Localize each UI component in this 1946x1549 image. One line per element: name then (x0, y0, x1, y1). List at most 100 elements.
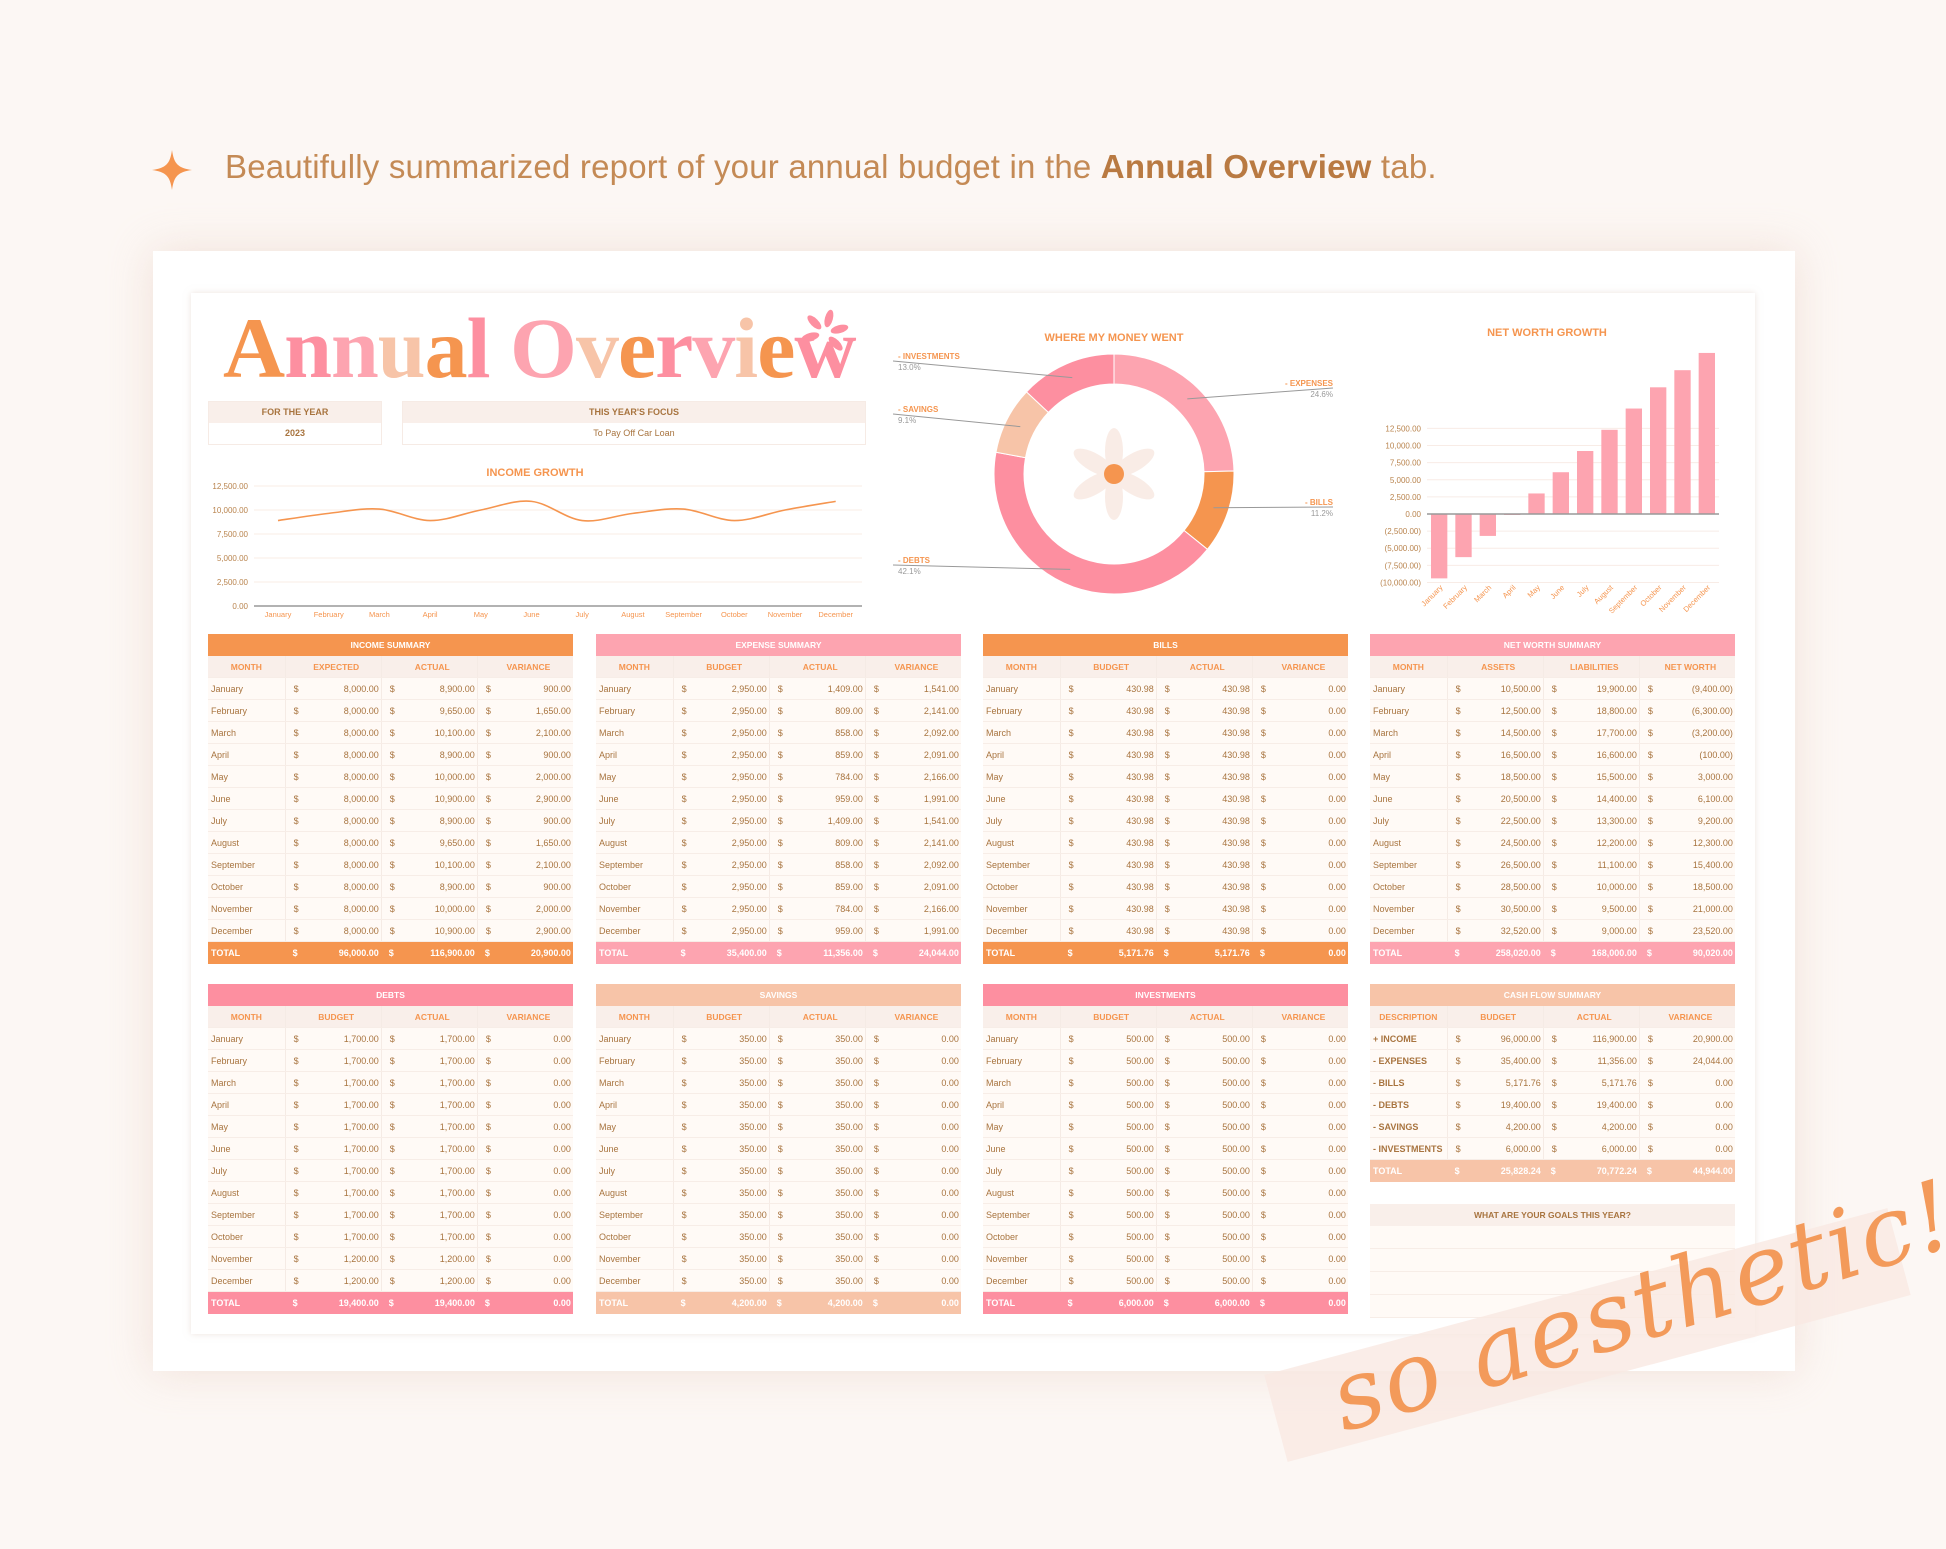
value-cell[interactable]: $15,400.00 (1638, 854, 1735, 875)
value-cell[interactable]: $430.98 (1155, 744, 1252, 765)
value-cell[interactable]: $430.98 (1059, 920, 1156, 941)
value-cell[interactable]: $19,400.00 (1446, 1094, 1543, 1115)
value-cell[interactable]: $430.98 (1059, 898, 1156, 919)
value-cell[interactable]: $4,200.00 (769, 1292, 865, 1314)
value-cell[interactable]: $96,000.00 (285, 942, 381, 964)
value-cell[interactable]: $ (9,400.00) (1638, 678, 1735, 699)
value-cell[interactable]: $900.00 (476, 876, 573, 897)
value-cell[interactable]: $0.00 (1251, 1182, 1348, 1203)
value-cell[interactable]: $430.98 (1059, 876, 1156, 897)
value-cell[interactable]: $23,520.00 (1638, 920, 1735, 941)
value-cell[interactable]: $4,200.00 (1446, 1116, 1543, 1137)
value-cell[interactable]: $784.00 (768, 766, 865, 787)
value-cell[interactable]: $5,171.76 (1446, 1072, 1543, 1093)
value-cell[interactable]: $0.00 (476, 1138, 573, 1159)
value-cell[interactable]: $350.00 (672, 1050, 769, 1071)
value-cell[interactable]: $350.00 (672, 1182, 769, 1203)
value-cell[interactable]: $1,541.00 (864, 810, 961, 831)
value-cell[interactable]: $9,650.00 (380, 700, 477, 721)
value-cell[interactable]: $350.00 (768, 1028, 865, 1049)
value-cell[interactable]: $28,500.00 (1446, 876, 1543, 897)
value-cell[interactable]: $350.00 (768, 1138, 865, 1159)
value-cell[interactable]: $0.00 (1251, 1028, 1348, 1049)
value-cell[interactable]: $13,300.00 (1542, 810, 1639, 831)
value-cell[interactable]: $900.00 (476, 744, 573, 765)
value-cell[interactable]: $0.00 (476, 1072, 573, 1093)
value-cell[interactable]: $900.00 (476, 810, 573, 831)
value-cell[interactable]: $2,091.00 (864, 744, 961, 765)
value-cell[interactable]: $0.00 (1251, 788, 1348, 809)
value-cell[interactable]: $8,000.00 (284, 810, 381, 831)
value-cell[interactable]: $14,500.00 (1446, 722, 1543, 743)
value-cell[interactable]: $500.00 (1155, 1248, 1252, 1269)
value-cell[interactable]: $430.98 (1059, 678, 1156, 699)
value-cell[interactable]: $8,000.00 (284, 920, 381, 941)
value-cell[interactable]: $0.00 (1251, 1160, 1348, 1181)
value-cell[interactable]: $6,000.00 (1446, 1138, 1543, 1159)
value-cell[interactable]: $0.00 (1638, 1072, 1735, 1093)
value-cell[interactable]: $430.98 (1155, 700, 1252, 721)
value-cell[interactable]: $0.00 (1251, 722, 1348, 743)
value-cell[interactable]: $430.98 (1155, 810, 1252, 831)
value-cell[interactable]: $350.00 (768, 1226, 865, 1247)
value-cell[interactable]: $500.00 (1155, 1204, 1252, 1225)
value-cell[interactable]: $8,000.00 (284, 788, 381, 809)
value-cell[interactable]: $350.00 (672, 1160, 769, 1181)
value-cell[interactable]: $0.00 (1251, 1270, 1348, 1291)
value-cell[interactable]: $350.00 (672, 1072, 769, 1093)
value-cell[interactable]: $350.00 (768, 1050, 865, 1071)
value-cell[interactable]: $2,950.00 (672, 898, 769, 919)
value-cell[interactable]: $2,900.00 (476, 920, 573, 941)
value-cell[interactable]: $35,400.00 (1446, 1050, 1543, 1071)
value-cell[interactable]: $2,950.00 (672, 810, 769, 831)
value-cell[interactable]: $8,000.00 (284, 722, 381, 743)
value-cell[interactable]: $11,100.00 (1542, 854, 1639, 875)
value-cell[interactable]: $500.00 (1155, 1072, 1252, 1093)
value-cell[interactable]: $2,100.00 (476, 854, 573, 875)
value-cell[interactable]: $1,700.00 (380, 1226, 477, 1247)
value-cell[interactable]: $350.00 (768, 1072, 865, 1093)
value-cell[interactable]: $350.00 (768, 1094, 865, 1115)
value-cell[interactable]: $4,200.00 (673, 1292, 769, 1314)
value-cell[interactable]: $10,900.00 (380, 788, 477, 809)
value-cell[interactable]: $6,000.00 (1542, 1138, 1639, 1159)
value-cell[interactable]: $24,500.00 (1446, 832, 1543, 853)
value-cell[interactable]: $350.00 (672, 1138, 769, 1159)
value-cell[interactable]: $17,700.00 (1542, 722, 1639, 743)
value-cell[interactable]: $5,171.76 (1156, 942, 1252, 964)
value-cell[interactable]: $2,950.00 (672, 832, 769, 853)
value-cell[interactable]: $258,020.00 (1447, 942, 1543, 964)
value-cell[interactable]: $32,520.00 (1446, 920, 1543, 941)
value-cell[interactable]: $0.00 (1638, 1116, 1735, 1137)
value-cell[interactable]: $900.00 (476, 678, 573, 699)
value-cell[interactable]: $1,700.00 (284, 1226, 381, 1247)
value-cell[interactable]: $1,200.00 (284, 1270, 381, 1291)
value-cell[interactable]: $0.00 (476, 1248, 573, 1269)
value-cell[interactable]: $1,700.00 (380, 1050, 477, 1071)
value-cell[interactable]: $500.00 (1059, 1204, 1156, 1225)
value-cell[interactable]: $0.00 (1251, 744, 1348, 765)
value-cell[interactable]: $8,900.00 (380, 744, 477, 765)
value-cell[interactable]: $0.00 (476, 1116, 573, 1137)
value-cell[interactable]: $0.00 (864, 1182, 961, 1203)
value-cell[interactable]: $0.00 (476, 1182, 573, 1203)
value-cell[interactable]: $20,900.00 (477, 942, 573, 964)
value-cell[interactable]: $959.00 (768, 920, 865, 941)
value-cell[interactable]: $0.00 (864, 1116, 961, 1137)
value-cell[interactable]: $10,000.00 (1542, 876, 1639, 897)
value-cell[interactable]: $1,991.00 (864, 788, 961, 809)
value-cell[interactable]: $8,000.00 (284, 898, 381, 919)
value-cell[interactable]: $2,000.00 (476, 766, 573, 787)
value-cell[interactable]: $5,171.76 (1542, 1072, 1639, 1093)
value-cell[interactable]: $10,900.00 (380, 920, 477, 941)
value-cell[interactable]: $350.00 (768, 1116, 865, 1137)
value-cell[interactable]: $9,500.00 (1542, 898, 1639, 919)
value-cell[interactable]: $0.00 (1251, 1226, 1348, 1247)
value-cell[interactable]: $0.00 (1251, 1248, 1348, 1269)
value-cell[interactable]: $0.00 (1251, 854, 1348, 875)
value-cell[interactable]: $784.00 (768, 898, 865, 919)
value-cell[interactable]: $430.98 (1155, 766, 1252, 787)
value-cell[interactable]: $500.00 (1155, 1116, 1252, 1137)
value-cell[interactable]: $24,044.00 (865, 942, 961, 964)
value-cell[interactable]: $1,409.00 (768, 810, 865, 831)
